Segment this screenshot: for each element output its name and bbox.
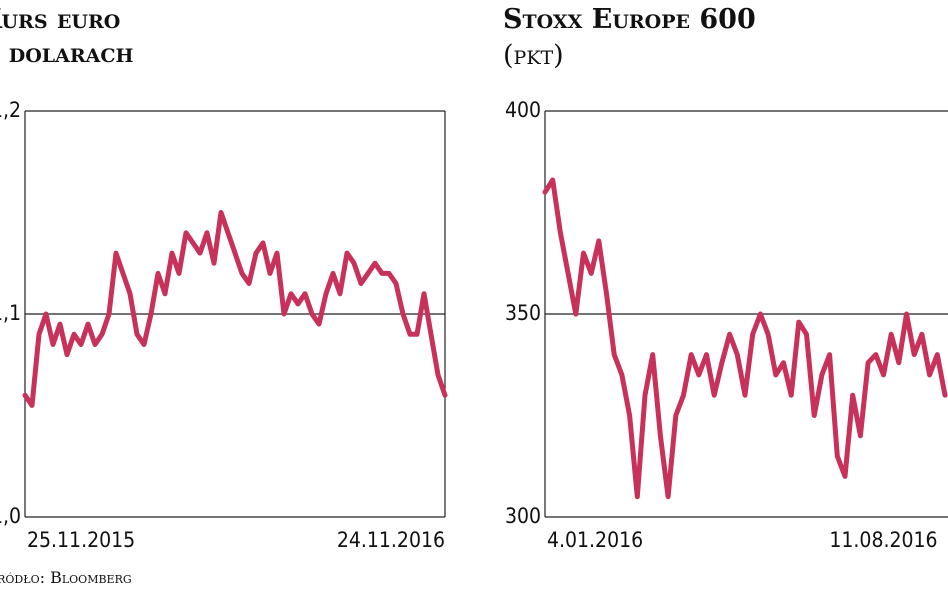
y-tick-label: 400 [505, 98, 541, 122]
data-line [22, 210, 448, 408]
data-line [542, 177, 948, 500]
y-tick-label: 300 [505, 504, 541, 528]
y-tick-label: 1,0 [0, 504, 21, 528]
x-tick-label: 25.11.2015 [27, 528, 135, 552]
x-tick-label: 4.01.2016 [547, 528, 643, 552]
chart-title: Kurs euro [0, 4, 120, 35]
source: Źródło: Bloomberg [0, 567, 132, 587]
y-tick-label: 350 [505, 301, 541, 325]
x-tick-label: 24.11.2016 [337, 528, 445, 552]
chart-subtitle: (pkt) [503, 40, 564, 71]
chart-subtitle: w dolarach [0, 38, 134, 69]
y-tick-label: 1,2 [0, 98, 21, 122]
y-tick-label: 1,1 [0, 301, 21, 325]
chart-title: Stoxx Europe 600 [503, 4, 756, 35]
x-tick-label: 11.08.2016 [829, 528, 937, 552]
